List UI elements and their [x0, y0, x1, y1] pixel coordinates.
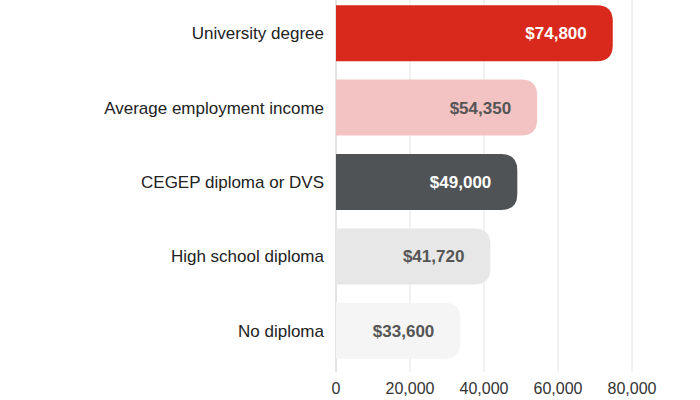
tick-label: 20,000 [386, 380, 435, 397]
data-label: $41,720 [403, 247, 464, 266]
data-label: $49,000 [430, 173, 491, 192]
bar [336, 80, 537, 136]
category-label: High school diploma [171, 247, 325, 266]
tick-label: 80,000 [608, 380, 657, 397]
tick-label: 0 [332, 380, 341, 397]
data-label: $33,600 [373, 322, 434, 341]
tick-label: 60,000 [534, 380, 583, 397]
bar [336, 154, 517, 210]
bar [336, 228, 490, 284]
category-label: No diploma [238, 322, 325, 341]
bars [336, 5, 613, 359]
bar [336, 303, 460, 359]
grid [336, 0, 632, 372]
category-label: University degree [192, 24, 324, 43]
chart: 0 20,000 40,000 60,000 80,000 University degr… [0, 0, 700, 400]
bar [336, 5, 613, 61]
grid-line [632, 0, 633, 372]
data-label: $74,800 [525, 24, 586, 43]
labels: University degree $74,800 Average employme… [104, 24, 587, 341]
category-label: Average employment income [104, 99, 324, 118]
category-label: CEGEP diploma or DVS [141, 173, 324, 192]
data-label: $54,350 [450, 99, 511, 118]
tick-label: 40,000 [460, 380, 509, 397]
